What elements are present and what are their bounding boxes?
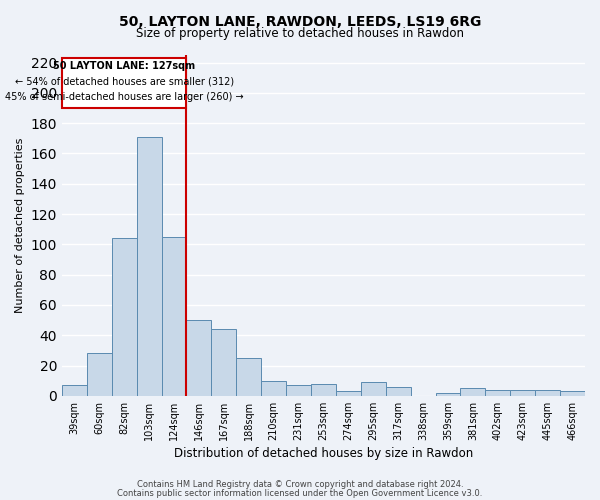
Bar bbox=[535, 390, 560, 396]
Text: 50 LAYTON LANE: 127sqm: 50 LAYTON LANE: 127sqm bbox=[53, 61, 195, 71]
Bar bbox=[187, 320, 211, 396]
Text: 50, LAYTON LANE, RAWDON, LEEDS, LS19 6RG: 50, LAYTON LANE, RAWDON, LEEDS, LS19 6RG bbox=[119, 15, 481, 29]
Bar bbox=[261, 380, 286, 396]
Bar bbox=[560, 392, 585, 396]
Bar bbox=[286, 385, 311, 396]
X-axis label: Distribution of detached houses by size in Rawdon: Distribution of detached houses by size … bbox=[174, 447, 473, 460]
Bar bbox=[137, 137, 161, 396]
Bar bbox=[211, 329, 236, 396]
Bar bbox=[62, 385, 87, 396]
FancyBboxPatch shape bbox=[62, 58, 187, 108]
Bar bbox=[485, 390, 510, 396]
Bar bbox=[112, 238, 137, 396]
Bar bbox=[361, 382, 386, 396]
Bar bbox=[236, 358, 261, 396]
Bar bbox=[460, 388, 485, 396]
Text: 45% of semi-detached houses are larger (260) →: 45% of semi-detached houses are larger (… bbox=[5, 92, 244, 102]
Text: ← 54% of detached houses are smaller (312): ← 54% of detached houses are smaller (31… bbox=[14, 76, 234, 86]
Bar bbox=[336, 392, 361, 396]
Text: Contains HM Land Registry data © Crown copyright and database right 2024.: Contains HM Land Registry data © Crown c… bbox=[137, 480, 463, 489]
Y-axis label: Number of detached properties: Number of detached properties bbox=[15, 138, 25, 313]
Bar bbox=[161, 237, 187, 396]
Bar bbox=[510, 390, 535, 396]
Text: Contains public sector information licensed under the Open Government Licence v3: Contains public sector information licen… bbox=[118, 488, 482, 498]
Bar bbox=[436, 393, 460, 396]
Bar bbox=[311, 384, 336, 396]
Text: Size of property relative to detached houses in Rawdon: Size of property relative to detached ho… bbox=[136, 28, 464, 40]
Bar bbox=[87, 354, 112, 396]
Bar bbox=[386, 386, 410, 396]
